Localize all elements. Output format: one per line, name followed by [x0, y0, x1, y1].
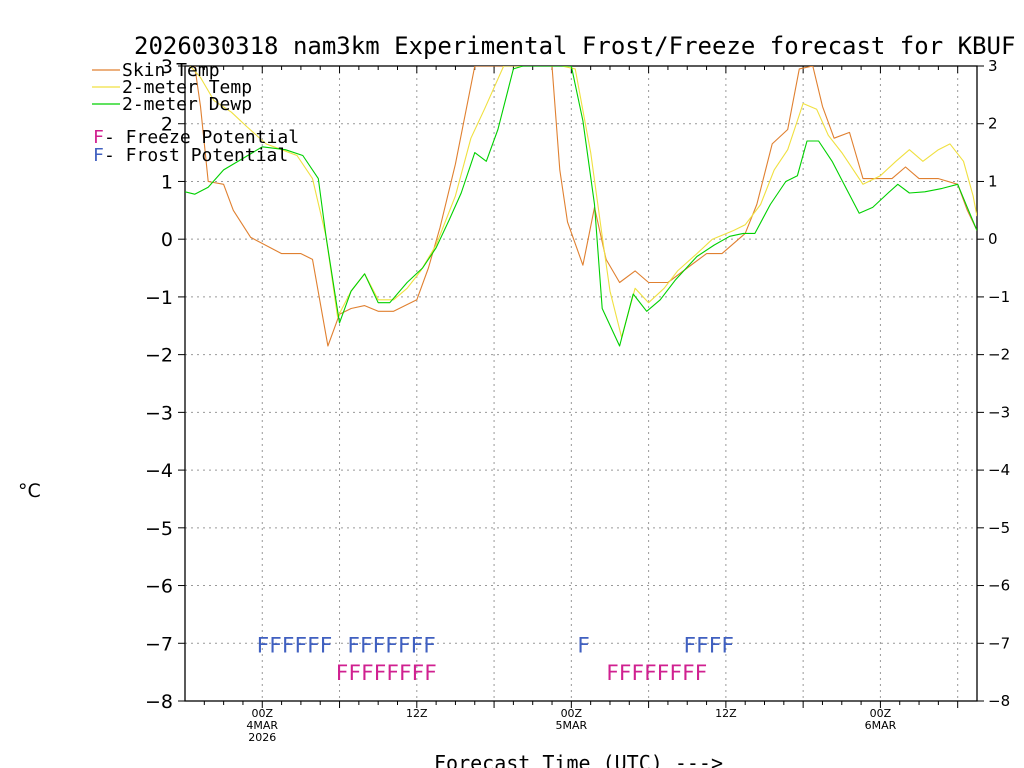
x-tick-label: 00Z — [870, 707, 892, 720]
frost-mark: FFFFFF — [256, 633, 332, 657]
y-tick-label-left: −5 — [145, 518, 173, 540]
legend-label: 2-meter Dewp — [122, 94, 252, 115]
x-tick-label: 4MAR — [246, 719, 278, 732]
y-tick-label-right: −6 — [988, 577, 1010, 595]
frost-mark: F — [577, 633, 590, 657]
y-tick-label-left: 1 — [161, 171, 173, 193]
x-tick-label: 00Z — [561, 707, 583, 720]
series-line-skin-temp — [193, 66, 977, 347]
legend-potential-letter: F — [93, 127, 104, 148]
y-tick-label-left: −3 — [145, 402, 173, 424]
y-tick-label-left: −4 — [145, 460, 173, 482]
y-axis-right: −8 −7 −6 −5 −4 −3 −2 −1 0 1 2 3 — [977, 57, 1010, 710]
x-axis-label: Forecast Time (UTC) ---> — [434, 751, 723, 768]
y-tick-label-left: −1 — [145, 287, 173, 309]
legend-potential-label: - Frost Potential — [104, 145, 288, 166]
series-line-2-meter-temp — [189, 66, 977, 338]
y-tick-label-left: 0 — [161, 229, 173, 251]
y-tick-label-right: −5 — [988, 519, 1010, 537]
chart-title: 2026030318 nam3km Experimental Frost/Fre… — [134, 32, 1015, 60]
y-axis-left: −8 −7 −6 −5 −4 −3 −2 −1 0 1 2 3 — [145, 56, 185, 713]
plot-frame — [184, 65, 978, 702]
frost-mark: FFFFFFF — [347, 633, 436, 657]
series-group — [185, 66, 977, 347]
frost-mark: FFFF — [683, 633, 734, 657]
x-tick-label: 2026 — [248, 731, 276, 744]
y-tick-label-left: −8 — [145, 691, 173, 713]
y-tick-label-right: −4 — [988, 461, 1010, 479]
series-line-2-meter-dewp — [185, 66, 977, 347]
y-tick-label-right: 1 — [988, 172, 998, 190]
legend-label: Skin Temp — [122, 60, 220, 81]
y-tick-label-right: 0 — [988, 230, 998, 248]
x-tick-label: 12Z — [715, 707, 737, 720]
y-tick-label-right: −7 — [988, 634, 1010, 652]
y-tick-label-right: −1 — [988, 288, 1010, 306]
y-tick-label-left: −2 — [145, 345, 173, 367]
y-tick-label-right: −2 — [988, 346, 1010, 364]
y-tick-label-left: 2 — [161, 114, 173, 136]
legend-potential-label: - Freeze Potential — [104, 127, 299, 148]
x-tick-label: 5MAR — [556, 719, 588, 732]
y-axis-label: °C — [18, 480, 41, 502]
y-tick-label-right: −3 — [988, 403, 1010, 421]
x-tick-label: 00Z — [251, 707, 273, 720]
y-tick-label-right: 2 — [988, 115, 998, 133]
freeze-mark: FFFFFFFF — [606, 661, 707, 685]
grid — [185, 66, 977, 701]
y-tick-label-left: −6 — [145, 576, 173, 598]
y-tick-label-left: 3 — [161, 56, 173, 78]
legend-potential-letter: F — [93, 145, 104, 166]
y-tick-label-right: 3 — [988, 57, 998, 75]
x-tick-label: 12Z — [406, 707, 428, 720]
legend-label: 2-meter Temp — [122, 77, 252, 98]
y-tick-label-right: −8 — [988, 692, 1010, 710]
x-tick-label: 6MAR — [865, 719, 897, 732]
y-tick-label-left: −7 — [145, 633, 173, 655]
freeze-mark: FFFFFFFF — [336, 661, 437, 685]
